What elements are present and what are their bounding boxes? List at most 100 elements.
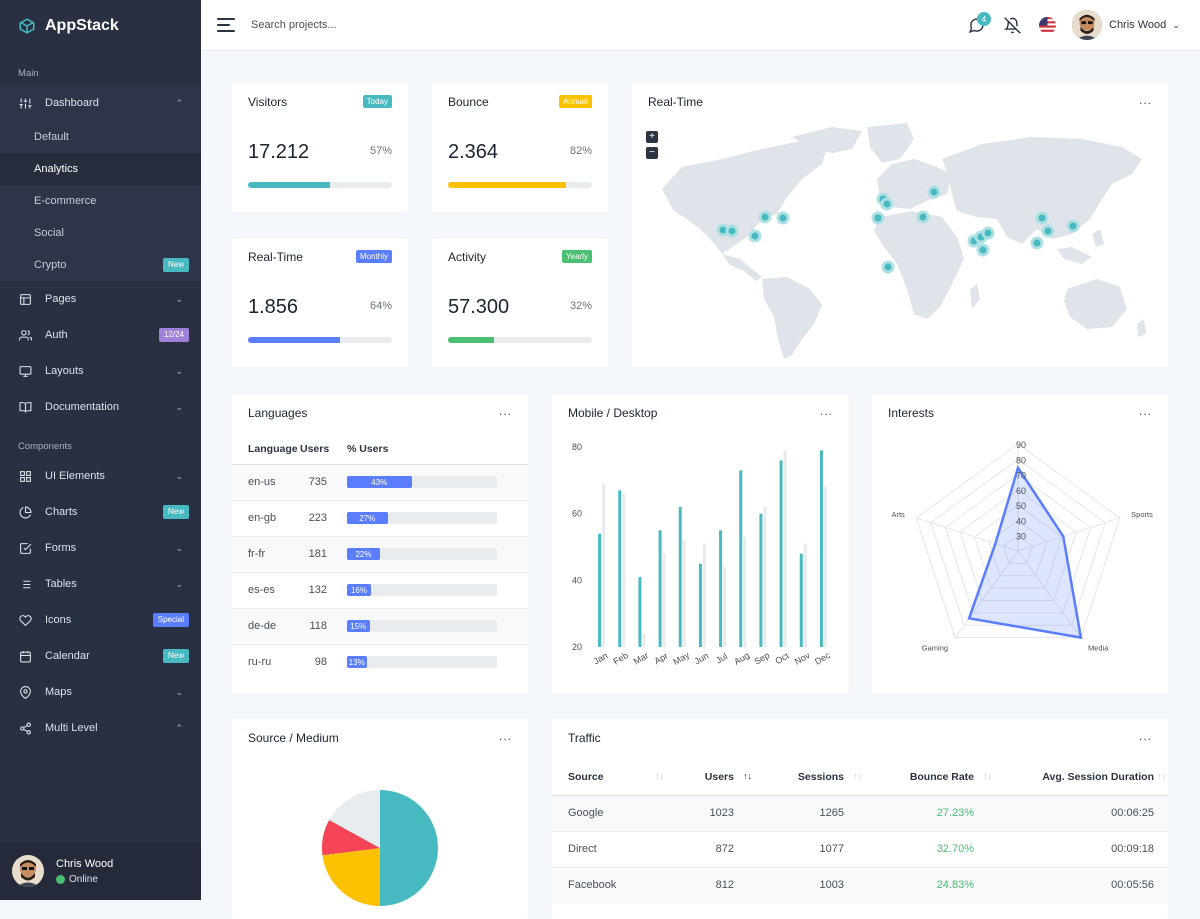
column-header-bounce-rate[interactable]: Bounce Rate ↑↓ <box>868 759 998 796</box>
table-row[interactable]: fr-fr 181 22% <box>232 535 528 572</box>
map-marker[interactable] <box>880 197 894 211</box>
bar[interactable] <box>682 540 686 647</box>
user-menu[interactable]: Chris Wood ⌄ <box>1072 10 1180 40</box>
bar[interactable] <box>702 543 706 647</box>
bar[interactable] <box>622 493 626 647</box>
sidebar-subitem-analytics[interactable]: Analytics <box>0 153 201 185</box>
table-row[interactable]: en-gb 223 27% <box>232 499 528 536</box>
more-options-icon[interactable]: ... <box>498 729 512 743</box>
bar[interactable] <box>698 563 702 647</box>
bar[interactable] <box>799 553 803 647</box>
map-marker[interactable] <box>927 185 941 199</box>
sidebar-item-ui-elements[interactable]: UI Elements ⌄ <box>0 458 201 494</box>
bar[interactable] <box>819 450 823 647</box>
map-marker[interactable] <box>881 260 895 274</box>
pie-slice[interactable] <box>322 820 380 856</box>
sidebar-item-pages[interactable]: Pages ⌄ <box>0 281 201 317</box>
map-marker[interactable] <box>776 211 790 225</box>
bar[interactable] <box>642 633 646 647</box>
bar[interactable] <box>662 553 666 647</box>
sidebar-item-label: Multi Level <box>45 722 98 734</box>
sidebar-item-tables[interactable]: Tables ⌄ <box>0 566 201 602</box>
map-marker[interactable] <box>981 226 995 240</box>
world-map[interactable] <box>652 119 1152 363</box>
map-marker[interactable] <box>748 229 762 243</box>
bar[interactable] <box>618 490 622 647</box>
language-cell: es-es <box>232 571 300 608</box>
sidebar-user[interactable]: Chris Wood Online <box>0 842 201 900</box>
table-row[interactable]: es-es 132 16% <box>232 571 528 608</box>
map-marker[interactable] <box>1066 219 1080 233</box>
map-marker[interactable] <box>758 210 772 224</box>
sidebar-item-maps[interactable]: Maps ⌄ <box>0 674 201 710</box>
sidebar-subitem-ecommerce[interactable]: E-commerce <box>34 195 97 207</box>
map-marker[interactable] <box>871 211 885 225</box>
bar[interactable] <box>598 533 602 647</box>
pie-slice[interactable] <box>322 848 380 906</box>
map-marker[interactable] <box>916 210 930 224</box>
more-options-icon[interactable]: ... <box>1138 93 1152 107</box>
sidebar-item-icons[interactable]: Icons Special <box>0 602 201 638</box>
column-header-avg-duration[interactable]: Avg. Session Duration ↑↓ <box>998 759 1168 796</box>
table-row[interactable]: Google 1023 1265 27.23% 00:06:25 <box>552 794 1168 831</box>
sidebar-item-calendar[interactable]: Calendar New <box>0 638 201 674</box>
us-flag-icon[interactable] <box>1039 17 1056 39</box>
sidebar-item-layouts[interactable]: Layouts ⌄ <box>0 353 201 389</box>
map-marker[interactable] <box>976 243 990 257</box>
column-header-source[interactable]: Source ↑↓ <box>552 759 670 796</box>
table-row[interactable]: Facebook 812 1003 24.83% 00:05:56 <box>552 866 1168 903</box>
bar[interactable] <box>759 513 763 647</box>
bar[interactable] <box>763 507 767 647</box>
sidebar-item-auth[interactable]: Auth 12/24 <box>0 317 201 353</box>
bar[interactable] <box>723 567 727 647</box>
more-options-icon[interactable]: ... <box>1138 729 1152 743</box>
percent-cell: 13% <box>347 643 528 680</box>
map-marker[interactable] <box>1030 236 1044 250</box>
map-marker[interactable] <box>725 224 739 238</box>
sidebar-subitem-default[interactable]: Default <box>34 131 69 143</box>
chevron-down-icon: ⌄ <box>1172 19 1180 30</box>
map-marker[interactable] <box>1041 224 1055 238</box>
bar[interactable] <box>602 483 606 647</box>
table-row[interactable]: de-de 118 15% <box>232 607 528 644</box>
brand-logo[interactable]: AppStack <box>0 0 201 52</box>
table-row[interactable]: en-us 735 43% <box>232 463 528 500</box>
pie-slice[interactable] <box>380 790 438 906</box>
pie-slice[interactable] <box>329 790 380 848</box>
search-input[interactable] <box>251 12 451 38</box>
zoom-in-button[interactable]: + <box>646 131 658 143</box>
menu-toggle-icon[interactable] <box>217 17 235 38</box>
bar[interactable] <box>779 460 783 647</box>
bar[interactable] <box>803 543 807 647</box>
sidebar-item-documentation[interactable]: Documentation ⌄ <box>0 389 201 425</box>
table-row[interactable]: ru-ru 98 13% <box>232 643 528 680</box>
zoom-out-button[interactable]: − <box>646 147 658 159</box>
bar[interactable] <box>739 470 743 647</box>
bounce-rate-cell: 32.70% <box>868 830 998 867</box>
sidebar-subitem-social[interactable]: Social <box>34 227 64 239</box>
bar[interactable] <box>638 577 642 647</box>
sidebar-item-dashboard[interactable]: Dashboard ⌃ <box>0 85 201 121</box>
bar[interactable] <box>678 507 682 647</box>
sidebar-item-forms[interactable]: Forms ⌄ <box>0 530 201 566</box>
bar[interactable] <box>658 530 662 647</box>
more-options-icon[interactable]: ... <box>498 404 512 418</box>
bar[interactable] <box>823 487 827 647</box>
column-header-sessions[interactable]: Sessions ↑↓ <box>758 759 868 796</box>
radar-series[interactable] <box>967 464 1083 640</box>
x-tick-label: Feb <box>612 650 630 666</box>
column-header-users[interactable]: Users ↑↓ <box>670 759 758 796</box>
sort-desc-icon: ↑↓ <box>743 771 752 781</box>
bar[interactable] <box>743 537 747 647</box>
bar[interactable] <box>783 450 787 647</box>
sidebar-item-multi-level[interactable]: Multi Level ⌃ <box>0 710 201 746</box>
more-options-icon[interactable]: ... <box>819 404 833 418</box>
sidebar-item-label: Auth <box>45 329 68 341</box>
map-marker[interactable] <box>1035 211 1049 225</box>
sidebar-item-charts[interactable]: Charts New <box>0 494 201 530</box>
bell-off-icon[interactable] <box>1003 17 1021 39</box>
table-row[interactable]: Direct 872 1077 32.70% 00:09:18 <box>552 830 1168 867</box>
more-options-icon[interactable]: ... <box>1138 404 1152 418</box>
bar[interactable] <box>719 530 723 647</box>
sidebar-subitem-crypto[interactable]: Crypto New <box>0 249 201 281</box>
